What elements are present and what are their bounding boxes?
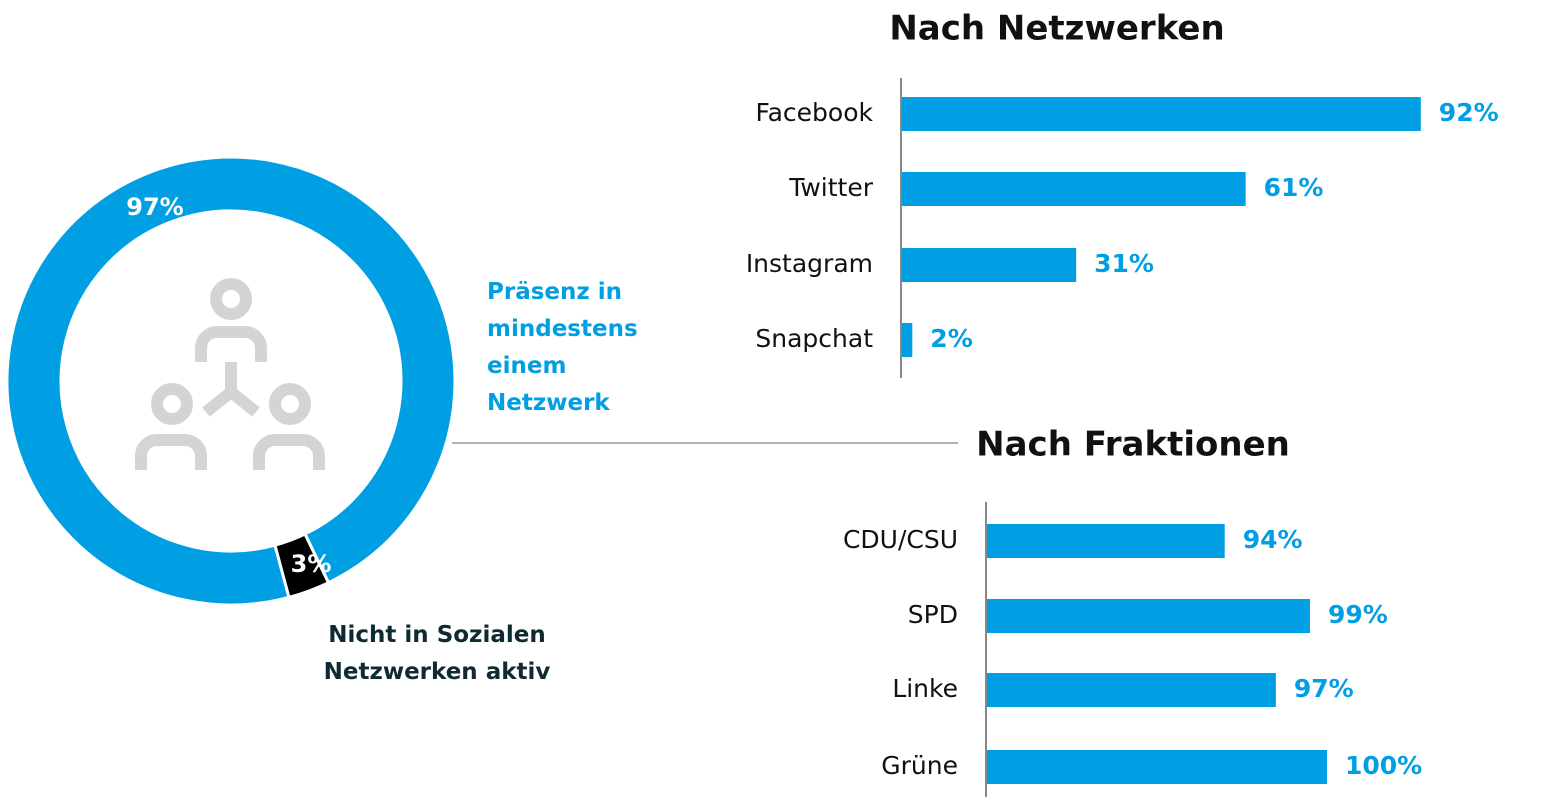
donut-segment [5, 155, 457, 607]
value-label: 61% [1264, 173, 1324, 202]
category-label: Linke [892, 674, 958, 703]
value-label: 3% [291, 550, 332, 578]
value-label: 2% [930, 324, 972, 353]
category-label: Twitter [788, 173, 874, 202]
category-label: CDU/CSU [843, 525, 958, 554]
category-label: Instagram [746, 249, 873, 278]
bar [902, 248, 1077, 282]
value-label: 94% [1243, 525, 1303, 554]
value-label: 99% [1328, 600, 1388, 629]
category-label: Facebook [756, 98, 874, 127]
chart-title: Nach Fraktionen [976, 425, 1290, 465]
category-label: Nicht in Sozialen Netzwerken aktiv [323, 622, 551, 685]
bar [902, 97, 1421, 131]
bar [902, 172, 1246, 206]
value-label: 97% [1294, 674, 1354, 703]
value-label: 100% [1345, 751, 1422, 780]
value-label: 92% [1439, 98, 1499, 127]
bar [987, 750, 1327, 784]
bar [987, 524, 1225, 558]
value-label: 31% [1094, 249, 1154, 278]
value-label: 97% [126, 193, 183, 221]
bar [987, 673, 1276, 707]
category-label: Grüne [881, 751, 958, 780]
people-icon [135, 278, 325, 470]
bar [902, 323, 913, 357]
donut-segment [273, 532, 331, 600]
category-label: Präsenz in mindestens einem Netzwerk [487, 279, 638, 416]
category-label: Snapchat [755, 324, 873, 353]
chart-title: Nach Netzwerken [889, 9, 1224, 49]
category-label: SPD [908, 600, 958, 629]
bar [987, 599, 1310, 633]
